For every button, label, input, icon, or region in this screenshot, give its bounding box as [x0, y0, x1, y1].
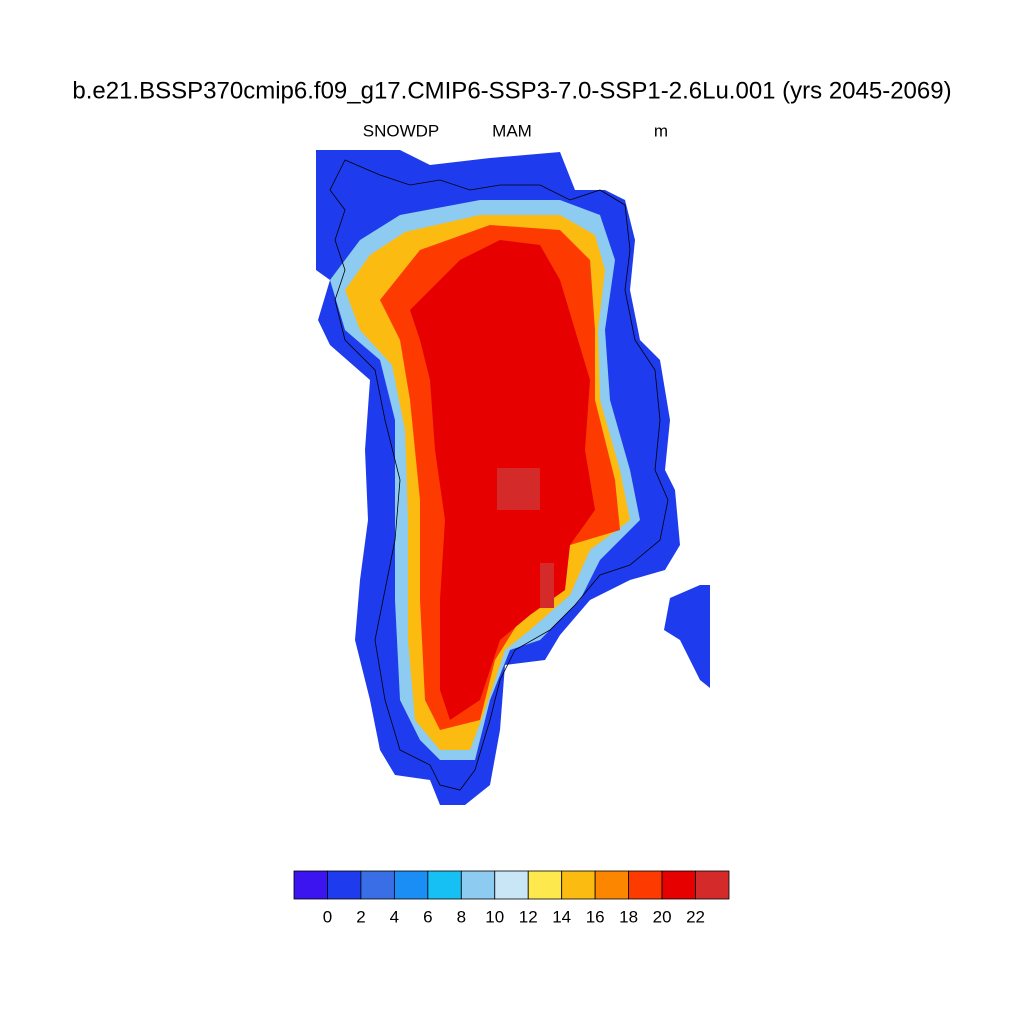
colorbar-label: 12	[519, 907, 538, 926]
colorbar-box	[460, 870, 496, 900]
colorbar-label: 8	[457, 907, 466, 926]
colorbar: 0 2 4 6 8 10 12 14 16 18 20 22	[293, 870, 730, 926]
right-string: m	[654, 121, 668, 140]
colorbar-box	[427, 870, 462, 900]
colorbar-box	[327, 870, 362, 900]
colorbar-label: 0	[323, 907, 332, 926]
snow-region-island	[664, 585, 710, 688]
colorbar-box	[628, 870, 663, 900]
colorbar-box	[594, 870, 630, 900]
colorbar-label: 2	[356, 907, 365, 926]
colorbar-box	[494, 870, 529, 900]
snow-region-peak	[540, 563, 554, 608]
colorbar-label: 20	[653, 907, 672, 926]
left-string: SNOWDP	[363, 121, 440, 140]
colorbar-label: 14	[552, 907, 571, 926]
colorbar-box	[661, 870, 696, 900]
colorbar-box	[360, 870, 395, 900]
colorbar-box	[695, 870, 730, 900]
colorbar-box	[393, 870, 429, 900]
colorbar-box	[293, 870, 328, 900]
coastline	[329, 159, 669, 791]
colorbar-label: 18	[619, 907, 638, 926]
colorbar-label: 16	[586, 907, 605, 926]
colorbar-label: 22	[686, 907, 705, 926]
colorbar-label: 6	[423, 907, 432, 926]
colorbar-label: 10	[485, 907, 504, 926]
colorbar-label: 4	[390, 907, 399, 926]
title: b.e21.BSSP370cmip6.f09_g17.CMIP6-SSP3-7.…	[72, 77, 951, 104]
center-string: MAM	[492, 121, 532, 140]
map	[316, 150, 710, 805]
colorbar-box	[527, 870, 563, 900]
snow-region-peak	[497, 468, 540, 510]
colorbar-box	[561, 870, 596, 900]
